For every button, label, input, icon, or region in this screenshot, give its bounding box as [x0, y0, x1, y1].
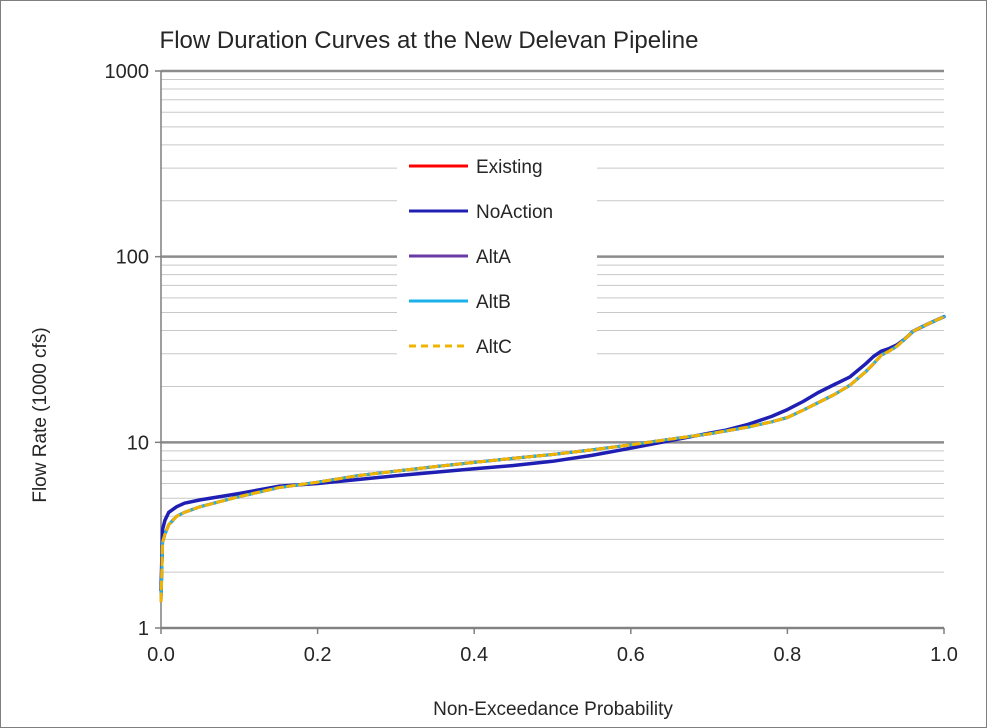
x-tick-label: 0.0 — [147, 644, 175, 666]
y-axis-label: Flow Rate (1000 cfs) — [30, 327, 51, 502]
y-tick-label: 1000 — [105, 61, 150, 83]
x-tick-label: 0.2 — [304, 644, 332, 666]
x-tick-label: 0.4 — [460, 644, 488, 666]
legend-label-altb: AltB — [476, 292, 511, 313]
legend-label-existing: Existing — [476, 157, 543, 178]
series-lines — [159, 314, 946, 603]
series-line-altc — [159, 315, 946, 603]
y-tick-label: 10 — [127, 432, 149, 454]
x-tick-label: 0.6 — [617, 644, 645, 666]
x-tick-label: 1.0 — [930, 644, 958, 666]
chart-title: Flow Duration Curves at the New Delevan … — [160, 27, 699, 54]
y-tick-labels: 1 10 100 1000 — [105, 61, 161, 640]
x-tick-labels: 0.0 0.2 0.4 0.6 0.8 1.0 — [147, 628, 958, 666]
legend: Existing NoAction AltA AltB AltC — [397, 150, 597, 384]
x-tick-label: 0.8 — [773, 644, 801, 666]
legend-box — [397, 150, 597, 384]
y-tick-label: 100 — [116, 247, 149, 269]
y-tick-label: 1 — [138, 618, 149, 640]
x-axis-label: Non-Exceedance Probability — [433, 699, 673, 720]
legend-label-noaction: NoAction — [476, 202, 553, 223]
legend-label-alta: AltA — [476, 247, 511, 268]
legend-label-altc: AltC — [476, 337, 512, 358]
